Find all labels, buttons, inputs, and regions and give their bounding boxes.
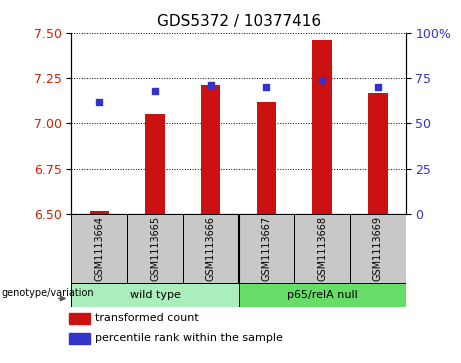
Point (151, 88, 159, 94)
Bar (350, 214, 406, 283)
Bar (238, 283, 406, 307)
Bar (313, 40, 332, 214)
Text: genotype/variation: genotype/variation (1, 287, 94, 298)
Text: GSM1113664: GSM1113664 (95, 216, 104, 281)
Text: GSM1113666: GSM1113666 (206, 216, 216, 281)
Point (374, 84, 382, 90)
Bar (238, 214, 294, 283)
Bar (145, 114, 165, 214)
Bar (368, 93, 388, 214)
Bar (69, 333, 90, 344)
Point (319, 77, 326, 83)
Bar (127, 214, 183, 283)
Text: GSM1113669: GSM1113669 (373, 216, 383, 281)
Bar (257, 102, 276, 214)
Text: GSM1113668: GSM1113668 (317, 216, 327, 281)
Text: percentile rank within the sample: percentile rank within the sample (95, 333, 283, 343)
Point (207, 82, 214, 88)
Bar (201, 85, 220, 214)
Bar (183, 214, 238, 283)
Bar (294, 214, 350, 283)
Point (263, 84, 270, 90)
Bar (71, 214, 127, 283)
Title: GDS5372 / 10377416: GDS5372 / 10377416 (156, 14, 321, 29)
Text: wild type: wild type (130, 290, 180, 300)
Text: transformed count: transformed count (95, 313, 199, 323)
Point (95, 99, 103, 105)
Text: GSM1113667: GSM1113667 (261, 216, 272, 281)
Text: p65/relA null: p65/relA null (287, 290, 357, 300)
Bar (89, 211, 109, 214)
Text: GSM1113665: GSM1113665 (150, 216, 160, 281)
Bar (71, 283, 239, 307)
Bar (69, 313, 90, 324)
